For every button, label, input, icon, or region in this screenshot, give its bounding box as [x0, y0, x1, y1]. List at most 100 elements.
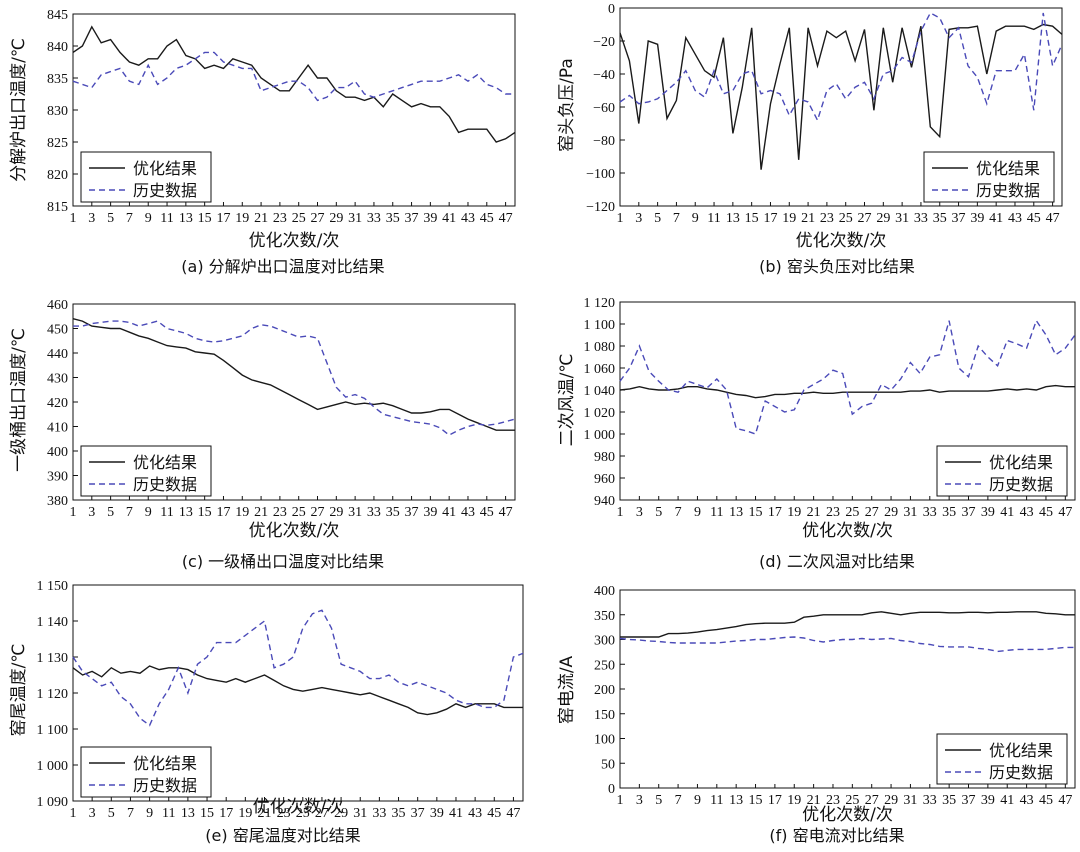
x-tick-label: 29 — [329, 505, 343, 520]
y-tick-label: 825 — [47, 136, 68, 151]
x-tick-label: 5 — [655, 505, 662, 520]
y-axis-label: 窑电流/A — [557, 655, 577, 724]
x-tick-label: 47 — [499, 211, 513, 226]
legend-label: 优化结果 — [133, 754, 197, 773]
x-tick-label: 7 — [126, 211, 133, 226]
x-tick-label: 45 — [480, 505, 494, 520]
y-tick-label: −120 — [586, 200, 615, 215]
x-tick-label: 21 — [257, 806, 271, 821]
y-tick-label: 400 — [594, 584, 615, 599]
x-tick-label: 37 — [962, 505, 976, 520]
y-tick-label: 200 — [594, 683, 615, 698]
series-line-optimized — [72, 318, 515, 431]
x-tick-label: 9 — [692, 211, 699, 226]
x-tick-label: 33 — [372, 806, 386, 821]
x-tick-label: 11 — [710, 793, 723, 808]
y-tick-label: −60 — [593, 101, 615, 116]
y-tick-label: 420 — [47, 396, 68, 411]
chart-caption: (b) 窑头负压对比结果 — [759, 257, 915, 276]
y-tick-label: 460 — [47, 298, 68, 313]
x-tick-label: 9 — [145, 505, 152, 520]
y-tick-label: −40 — [593, 68, 615, 83]
y-tick-label: 1 100 — [584, 318, 616, 333]
x-tick-label: 21 — [807, 793, 821, 808]
y-tick-label: 1 060 — [584, 362, 616, 377]
x-tick-label: 41 — [442, 505, 456, 520]
x-tick-label: 27 — [858, 211, 872, 226]
x-tick-label: 7 — [675, 793, 682, 808]
x-axis-label: 优化次数/次 — [796, 231, 887, 251]
y-tick-label: 0 — [608, 782, 615, 797]
x-tick-label: 31 — [348, 211, 362, 226]
x-tick-label: 5 — [108, 806, 115, 821]
x-tick-label: 31 — [895, 211, 909, 226]
x-tick-label: 33 — [923, 505, 937, 520]
x-tick-label: 35 — [392, 806, 406, 821]
x-tick-label: 37 — [952, 211, 966, 226]
y-tick-label: 410 — [47, 421, 68, 436]
x-tick-label: 25 — [292, 505, 306, 520]
x-tick-label: 47 — [1046, 211, 1060, 226]
x-tick-label: 5 — [107, 505, 114, 520]
x-tick-label: 41 — [449, 806, 463, 821]
x-tick-label: 15 — [749, 505, 763, 520]
chart-panel-d: 940 960 980 1 000 1 020 1 040 1 060 1 080 1 100 1… — [557, 296, 1076, 571]
x-tick-label: 17 — [768, 505, 782, 520]
x-tick-label: 19 — [238, 806, 252, 821]
y-tick-label: 400 — [47, 445, 68, 460]
series-line-historical — [72, 609, 524, 727]
x-tick-label: 9 — [146, 806, 153, 821]
x-tick-label: 43 — [1020, 505, 1034, 520]
x-tick-label: 21 — [254, 505, 268, 520]
x-tick-label: 31 — [353, 806, 367, 821]
y-tick-label: 1 080 — [584, 340, 616, 355]
x-tick-label: 17 — [768, 793, 782, 808]
x-tick-label: 19 — [787, 505, 801, 520]
chart-caption: (f) 窑电流对比结果 — [769, 826, 904, 845]
x-tick-label: 43 — [468, 806, 482, 821]
x-tick-label: 23 — [277, 806, 291, 821]
x-tick-label: 1 — [70, 806, 77, 821]
x-tick-label: 37 — [962, 793, 976, 808]
x-tick-label: 33 — [914, 211, 928, 226]
x-tick-label: 11 — [160, 211, 173, 226]
y-tick-label: 50 — [601, 757, 615, 772]
y-axis-label: 二次风温/℃ — [557, 354, 577, 447]
x-tick-label: 21 — [254, 211, 268, 226]
x-tick-label: 45 — [480, 211, 494, 226]
x-tick-label: 43 — [1008, 211, 1022, 226]
x-tick-label: 29 — [334, 806, 348, 821]
x-tick-label: 13 — [179, 211, 193, 226]
y-tick-label: 1 000 — [584, 428, 616, 443]
x-axis-label: 优化次数/次 — [249, 231, 340, 251]
x-tick-label: 11 — [707, 211, 720, 226]
series-line-historical — [619, 319, 1076, 435]
x-tick-label: 5 — [655, 793, 662, 808]
y-tick-label: 835 — [47, 72, 68, 87]
x-tick-label: 31 — [348, 505, 362, 520]
y-tick-label: 1 100 — [37, 723, 69, 738]
x-tick-label: 39 — [981, 505, 995, 520]
x-tick-label: 37 — [411, 806, 425, 821]
x-tick-label: 1 — [70, 505, 77, 520]
x-tick-label: 35 — [386, 211, 400, 226]
x-tick-label: 39 — [970, 211, 984, 226]
x-tick-label: 31 — [903, 793, 917, 808]
y-tick-label: 1 090 — [37, 795, 69, 810]
y-axis-label: 一级桶出口温度/℃ — [9, 328, 29, 472]
x-tick-label: 29 — [876, 211, 890, 226]
legend-label: 历史数据 — [989, 475, 1053, 494]
x-tick-label: 23 — [273, 505, 287, 520]
x-tick-label: 41 — [1000, 793, 1014, 808]
y-axis-label: 窑尾温度/℃ — [9, 644, 29, 737]
y-tick-label: 430 — [47, 372, 68, 387]
x-axis-label: 优化次数/次 — [253, 797, 344, 817]
x-tick-label: 25 — [845, 793, 859, 808]
y-tick-label: 1 020 — [584, 406, 616, 421]
chart-caption: (e) 窑尾温度对比结果 — [205, 826, 360, 845]
legend-label: 优化结果 — [133, 159, 197, 178]
x-axis-label: 优化次数/次 — [802, 805, 893, 825]
y-tick-label: 440 — [47, 347, 68, 362]
y-tick-label: 940 — [594, 494, 615, 509]
